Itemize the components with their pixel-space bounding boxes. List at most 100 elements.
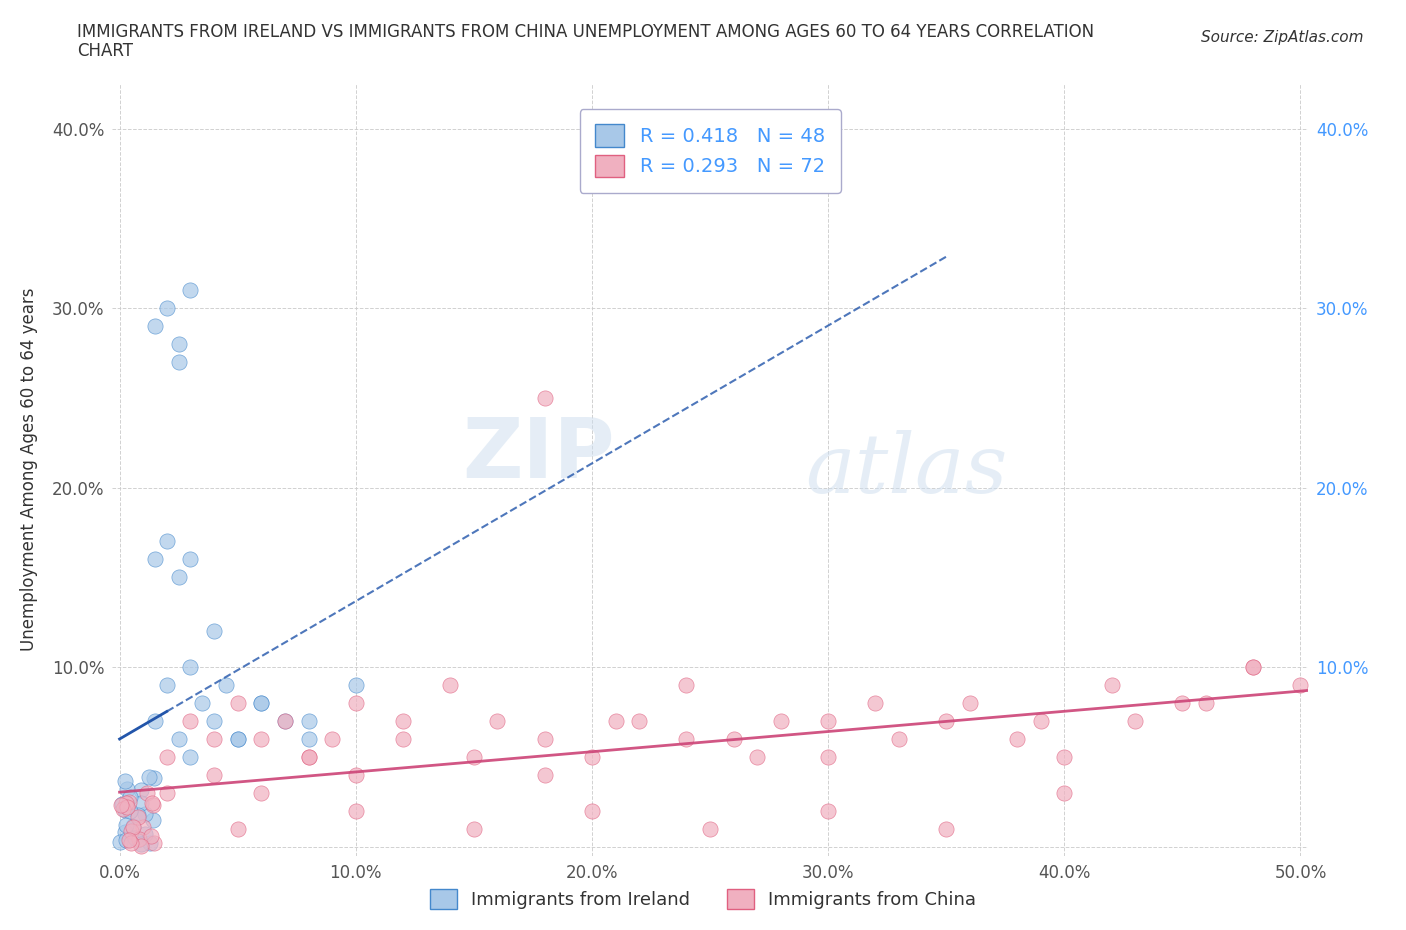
Point — [129, 795, 152, 810]
Point — [179, 750, 201, 764]
Point — [344, 767, 367, 782]
Text: atlas: atlas — [806, 430, 1008, 510]
Point — [115, 800, 138, 815]
Point — [1241, 659, 1264, 674]
Point — [274, 713, 297, 728]
Point — [250, 696, 273, 711]
Point — [129, 783, 152, 798]
Point — [141, 795, 163, 810]
Point — [143, 552, 166, 567]
Point — [202, 713, 225, 728]
Point — [127, 807, 149, 822]
Point — [1241, 659, 1264, 674]
Point — [226, 821, 249, 836]
Point — [114, 825, 136, 840]
Point — [533, 732, 555, 747]
Point — [817, 750, 839, 764]
Point — [128, 831, 150, 846]
Point — [142, 835, 165, 850]
Point — [297, 732, 319, 747]
Point — [115, 832, 138, 847]
Point — [156, 750, 179, 764]
Point — [1029, 713, 1052, 728]
Text: CHART: CHART — [77, 42, 134, 60]
Point — [463, 821, 485, 836]
Point — [699, 821, 721, 836]
Point — [114, 803, 136, 817]
Point — [344, 678, 367, 693]
Point — [935, 713, 957, 728]
Point — [226, 732, 249, 747]
Point — [127, 810, 149, 825]
Point — [1195, 696, 1218, 711]
Point — [959, 696, 981, 711]
Point — [167, 570, 190, 585]
Point — [115, 781, 138, 796]
Point — [935, 821, 957, 836]
Text: ZIP: ZIP — [463, 414, 614, 495]
Point — [118, 804, 141, 818]
Point — [167, 337, 190, 352]
Point — [817, 804, 839, 818]
Point — [463, 750, 485, 764]
Point — [134, 806, 156, 821]
Point — [139, 836, 162, 851]
Point — [114, 774, 136, 789]
Point — [118, 833, 141, 848]
Point — [344, 696, 367, 711]
Point — [156, 534, 179, 549]
Point — [142, 771, 165, 786]
Point — [124, 830, 146, 845]
Point — [136, 786, 159, 801]
Point — [1053, 750, 1076, 764]
Point — [344, 804, 367, 818]
Point — [142, 798, 165, 813]
Point — [1053, 785, 1076, 800]
Point — [120, 790, 142, 805]
Point — [191, 696, 214, 711]
Point — [179, 713, 201, 728]
Point — [115, 796, 138, 811]
Legend: R = 0.418   N = 48, R = 0.293   N = 72: R = 0.418 N = 48, R = 0.293 N = 72 — [579, 109, 841, 193]
Point — [134, 827, 156, 842]
Point — [226, 696, 249, 711]
Point — [129, 839, 152, 854]
Point — [202, 767, 225, 782]
Point — [120, 835, 142, 850]
Point — [675, 678, 697, 693]
Point — [297, 750, 319, 764]
Point — [118, 794, 141, 809]
Point — [723, 732, 745, 747]
Point — [202, 624, 225, 639]
Point — [769, 713, 792, 728]
Point — [156, 678, 179, 693]
Point — [1289, 678, 1312, 693]
Point — [817, 713, 839, 728]
Point — [486, 713, 509, 728]
Point — [132, 820, 155, 835]
Point — [533, 767, 555, 782]
Point — [111, 797, 134, 812]
Point — [1005, 732, 1028, 747]
Point — [142, 813, 165, 828]
Point — [297, 713, 319, 728]
Point — [250, 696, 273, 711]
Point — [1123, 713, 1146, 728]
Point — [122, 820, 145, 835]
Point — [250, 785, 273, 800]
Text: Source: ZipAtlas.com: Source: ZipAtlas.com — [1201, 30, 1364, 45]
Point — [321, 732, 343, 747]
Point — [143, 319, 166, 334]
Point — [297, 750, 319, 764]
Point — [120, 824, 142, 839]
Point — [439, 678, 461, 693]
Point — [1101, 678, 1123, 693]
Point — [138, 770, 160, 785]
Point — [121, 818, 143, 833]
Point — [179, 552, 201, 567]
Y-axis label: Unemployment Among Ages 60 to 64 years: Unemployment Among Ages 60 to 64 years — [20, 288, 38, 651]
Point — [156, 785, 179, 800]
Point — [111, 801, 134, 816]
Text: IMMIGRANTS FROM IRELAND VS IMMIGRANTS FROM CHINA UNEMPLOYMENT AMONG AGES 60 TO 6: IMMIGRANTS FROM IRELAND VS IMMIGRANTS FR… — [77, 23, 1094, 41]
Point — [179, 659, 201, 674]
